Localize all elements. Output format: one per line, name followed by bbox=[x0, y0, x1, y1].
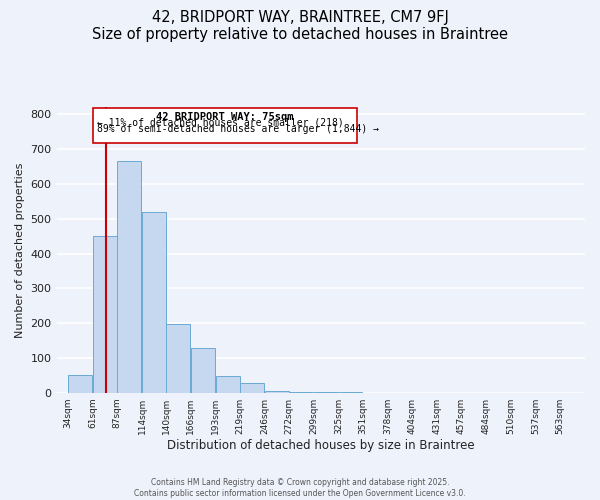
Text: 42, BRIDPORT WAY, BRAINTREE, CM7 9FJ
Size of property relative to detached house: 42, BRIDPORT WAY, BRAINTREE, CM7 9FJ Siz… bbox=[92, 10, 508, 42]
X-axis label: Distribution of detached houses by size in Braintree: Distribution of detached houses by size … bbox=[167, 440, 475, 452]
Bar bbox=[191, 348, 215, 393]
Text: Contains HM Land Registry data © Crown copyright and database right 2025.
Contai: Contains HM Land Registry data © Crown c… bbox=[134, 478, 466, 498]
Bar bbox=[117, 162, 141, 392]
Bar bbox=[93, 236, 117, 392]
Text: 42 BRIDPORT WAY: 75sqm: 42 BRIDPORT WAY: 75sqm bbox=[156, 112, 293, 122]
Bar bbox=[142, 212, 166, 392]
Text: 89% of semi-detached houses are larger (1,844) →: 89% of semi-detached houses are larger (… bbox=[97, 124, 379, 134]
Bar bbox=[240, 384, 264, 392]
Y-axis label: Number of detached properties: Number of detached properties bbox=[15, 162, 25, 338]
FancyBboxPatch shape bbox=[93, 108, 357, 143]
Bar bbox=[68, 376, 92, 392]
Bar bbox=[216, 376, 239, 392]
Bar bbox=[265, 391, 289, 392]
Text: ← 11% of detached houses are smaller (218): ← 11% of detached houses are smaller (21… bbox=[97, 118, 343, 128]
Bar bbox=[166, 324, 190, 392]
